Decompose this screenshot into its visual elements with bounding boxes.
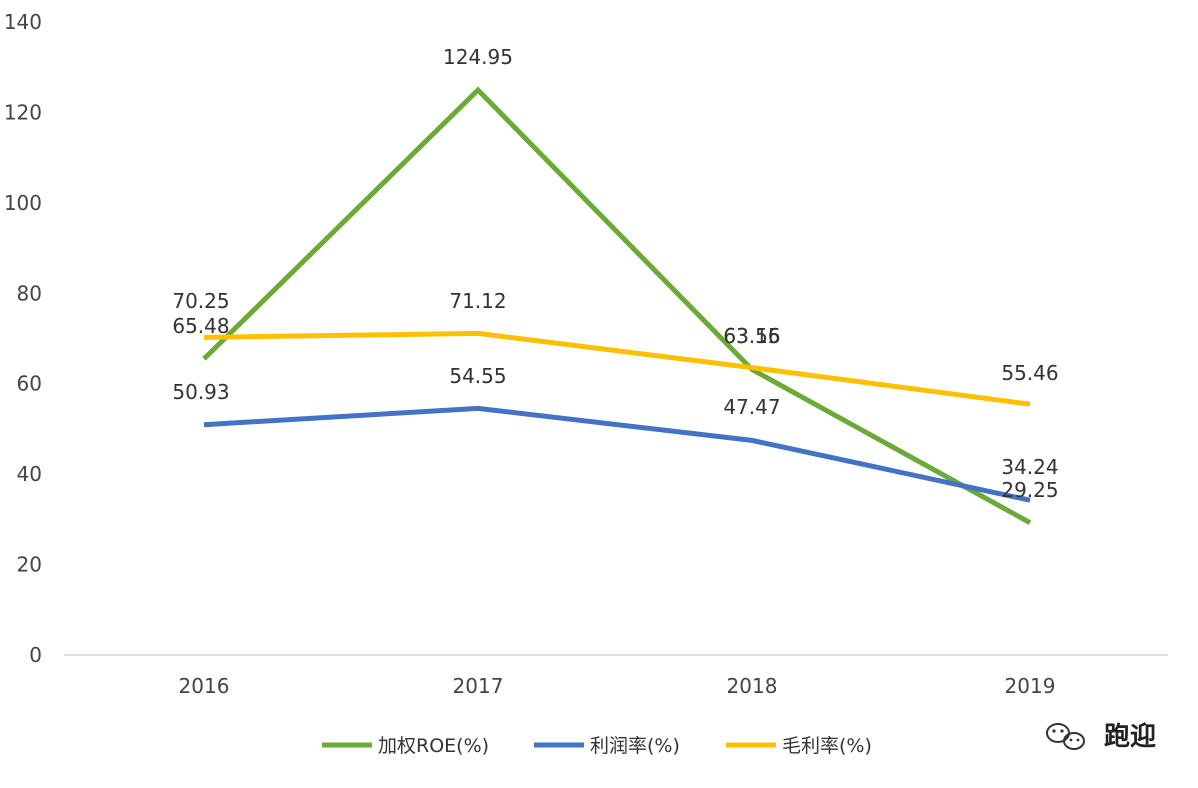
data-labels: 65.48 124.95 63.15 29.25 50.93 54.55 47.47 34.2… <box>172 45 1058 502</box>
series-line-0 <box>202 86 1032 525</box>
series-lines <box>202 86 1032 525</box>
legend-label: 加权ROE(%) <box>378 735 489 757</box>
watermark: 跑迎 <box>1046 721 1156 752</box>
data-label: 50.93 <box>172 380 229 404</box>
series-line-1 <box>203 405 1031 503</box>
axes: 0 20 40 60 80 100 120 140 2016 2017 2018 2019 <box>4 10 1168 698</box>
y-tick-label: 80 <box>17 281 42 305</box>
watermark-text: 跑迎 <box>1104 721 1156 752</box>
y-tick-label: 0 <box>29 643 42 667</box>
data-label: 71.12 <box>449 289 506 313</box>
legend-label: 毛利率(%) <box>782 735 872 757</box>
data-label: 55.46 <box>1001 361 1058 385</box>
data-label: 65.48 <box>172 314 229 338</box>
data-label: 63.15 <box>723 324 780 348</box>
data-label: 54.55 <box>449 364 506 388</box>
x-tick-label: 2016 <box>179 674 230 698</box>
legend: 加权ROE(%) 利润率(%) 毛利率(%) <box>322 735 872 757</box>
wechat-icon <box>1046 723 1085 750</box>
y-tick-label: 40 <box>17 462 42 486</box>
y-tick-label: 20 <box>17 553 42 577</box>
x-tick-label: 2017 <box>453 674 504 698</box>
data-label: 70.25 <box>172 289 229 313</box>
y-tick-label: 60 <box>17 372 42 396</box>
x-tick-label: 2019 <box>1005 674 1056 698</box>
series-line-2 <box>203 330 1031 407</box>
data-label: 47.47 <box>723 395 780 419</box>
data-label: 124.95 <box>443 45 513 69</box>
data-label: 34.24 <box>1001 455 1058 479</box>
y-tick-label: 140 <box>4 10 42 34</box>
legend-label: 利润率(%) <box>590 735 680 757</box>
x-tick-label: 2018 <box>727 674 778 698</box>
y-tick-label: 120 <box>4 100 42 124</box>
y-tick-label: 100 <box>4 191 42 215</box>
data-label: 29.25 <box>1001 478 1058 502</box>
data-label: 63.56 <box>723 324 780 348</box>
